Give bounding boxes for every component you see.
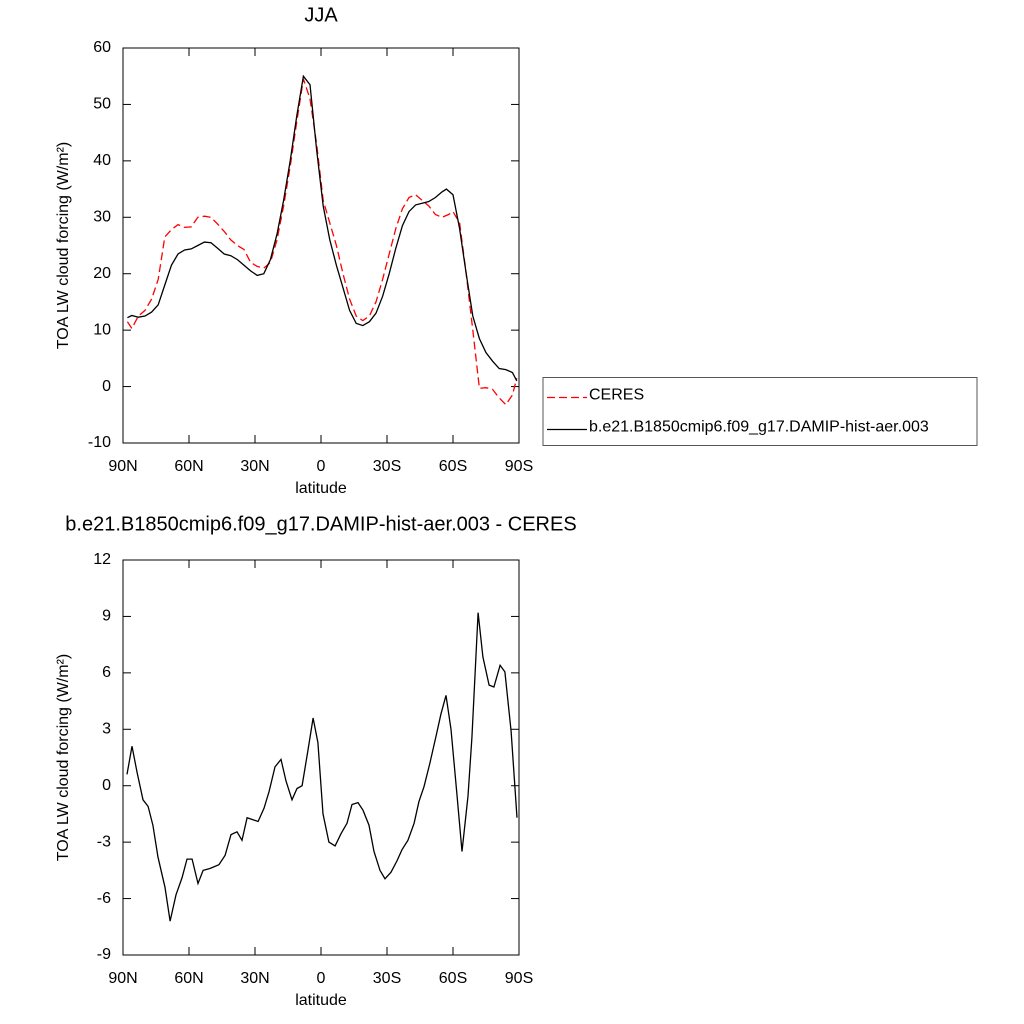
legend-label: CERES — [589, 387, 644, 404]
y-tick-label: 0 — [102, 378, 111, 395]
y-tick-label: 20 — [93, 265, 111, 282]
x-tick-label: 60N — [174, 970, 203, 987]
x-tick-label: 60N — [174, 458, 203, 475]
x-tick-label: 0 — [317, 458, 326, 475]
y-tick-label: 60 — [93, 39, 111, 56]
y-tick-label: 30 — [93, 209, 111, 226]
y-axis-label: TOA LW cloud forcing (W/m²) — [55, 654, 72, 861]
y-tick-label: -3 — [97, 833, 111, 850]
x-tick-label: 60S — [439, 458, 467, 475]
y-tick-label: 50 — [93, 96, 111, 113]
x-tick-label: 90N — [108, 970, 137, 987]
y-tick-label: 10 — [93, 321, 111, 338]
x-axis-label: latitude — [295, 480, 347, 497]
y-tick-label: -9 — [97, 946, 111, 963]
chart-panel: b.e21.B1850cmip6.f09_g17.DAMIP-hist-aer.… — [55, 513, 576, 1009]
y-tick-label: -6 — [97, 890, 111, 907]
data-line — [126, 78, 518, 406]
x-tick-label: 30N — [240, 970, 269, 987]
y-tick-label: 0 — [102, 777, 111, 794]
y-axis-label: TOA LW cloud forcing (W/m²) — [55, 142, 72, 349]
x-tick-label: 30N — [240, 458, 269, 475]
legend-box — [542, 377, 978, 446]
x-tick-label: 90S — [505, 970, 533, 987]
x-tick-label: 90N — [108, 458, 137, 475]
x-tick-label: 0 — [317, 970, 326, 987]
chart-title: b.e21.B1850cmip6.f09_g17.DAMIP-hist-aer.… — [65, 513, 576, 535]
x-tick-label: 30S — [373, 970, 401, 987]
plot-frame — [122, 47, 520, 444]
x-tick-label: 60S — [439, 970, 467, 987]
legend-label: b.e21.B1850cmip6.f09_g17.DAMIP-hist-aer.… — [589, 419, 929, 436]
data-line — [126, 612, 518, 922]
plot-frame — [122, 559, 520, 956]
x-tick-label: 30S — [373, 458, 401, 475]
x-axis-label: latitude — [295, 992, 347, 1009]
y-tick-label: -10 — [88, 434, 111, 451]
y-tick-label: 40 — [93, 152, 111, 169]
data-line — [127, 74, 518, 382]
y-tick-label: 12 — [93, 551, 111, 568]
chart-panel: JJA -10 0 10 20 30 40 50 60 90N 60N 30N 0 30S 60S 90S la… — [55, 4, 978, 497]
x-tick-label: 90S — [505, 458, 533, 475]
y-tick-label: 9 — [102, 608, 111, 625]
y-tick-label: 6 — [102, 664, 111, 681]
y-tick-label: 3 — [102, 721, 111, 738]
chart-title: JJA — [304, 4, 338, 26]
